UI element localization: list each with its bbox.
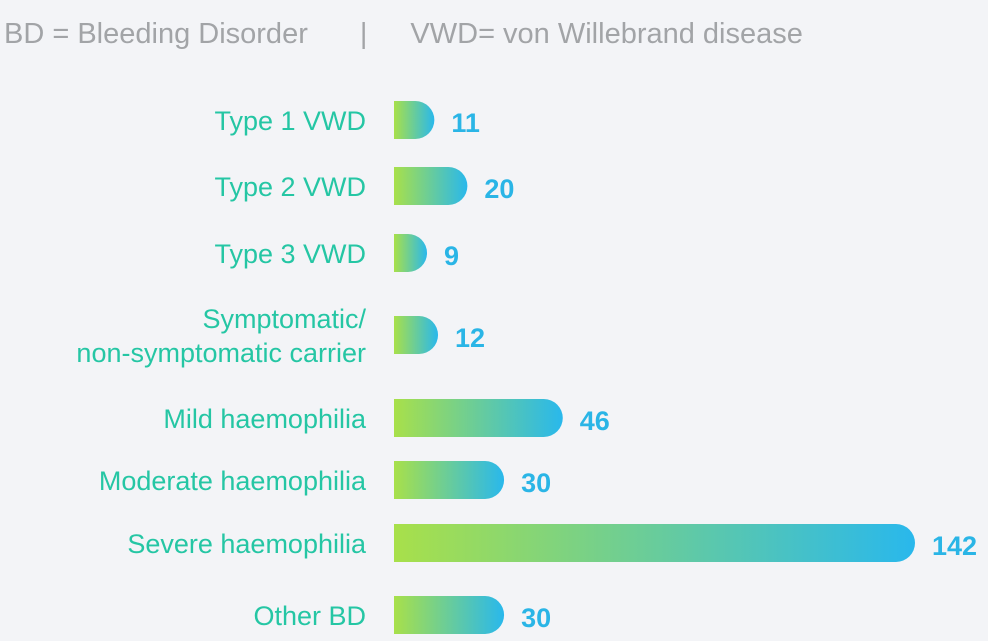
bar bbox=[394, 596, 505, 634]
bar bbox=[394, 316, 439, 354]
value-label: 46 bbox=[580, 406, 610, 436]
legend: BD = Bleeding Disorder | VWD= von Willebra… bbox=[4, 18, 803, 51]
value-label: 20 bbox=[484, 174, 514, 204]
category-label: Type 3 VWD bbox=[214, 239, 366, 269]
bar bbox=[394, 167, 468, 205]
category-label: Moderate haemophilia bbox=[99, 466, 367, 496]
value-label: 11 bbox=[451, 108, 480, 138]
value-label: 30 bbox=[521, 468, 551, 498]
category-label: Type 2 VWD bbox=[214, 172, 366, 202]
bar bbox=[394, 461, 505, 499]
legend-bd-definition: BD = Bleeding Disorder bbox=[4, 18, 308, 50]
legend-separator: | bbox=[359, 18, 368, 50]
bar bbox=[394, 524, 915, 562]
category-label: Mild haemophilia bbox=[163, 404, 367, 434]
value-label: 142 bbox=[932, 531, 977, 561]
category-label: non-symptomatic carrier bbox=[76, 338, 366, 368]
bar bbox=[394, 399, 563, 437]
legend-vwd-definition: VWD= von Willebrand disease bbox=[410, 18, 803, 50]
category-label: Other BD bbox=[253, 601, 366, 631]
category-label: Severe haemophilia bbox=[127, 529, 367, 559]
category-label: Type 1 VWD bbox=[214, 106, 366, 136]
bar bbox=[394, 101, 435, 139]
bar bbox=[394, 234, 428, 272]
category-label: Symptomatic/ bbox=[202, 304, 366, 334]
value-label: 12 bbox=[455, 323, 485, 353]
value-label: 30 bbox=[521, 603, 551, 633]
value-label: 9 bbox=[444, 241, 459, 271]
